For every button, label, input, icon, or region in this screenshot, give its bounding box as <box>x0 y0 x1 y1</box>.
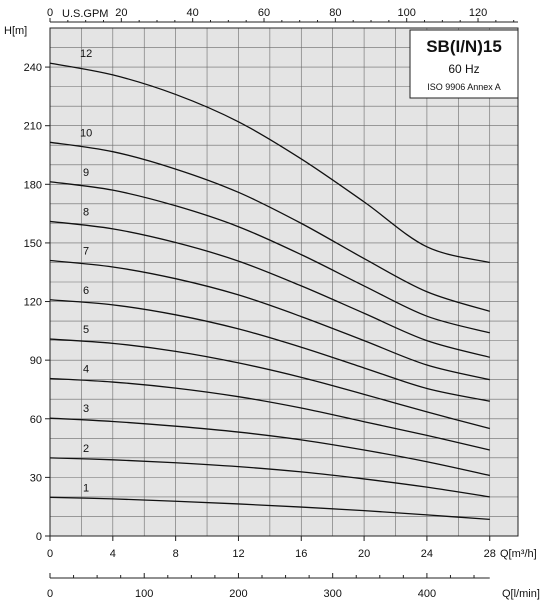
x-tick-label: 20 <box>358 548 370 560</box>
curves <box>49 62 490 521</box>
x-tick-label: 12 <box>232 548 244 560</box>
curve-stages-10 <box>49 141 490 312</box>
x-tick-label: 16 <box>295 548 307 560</box>
legend-standard: ISO 9906 Annex A <box>427 82 501 92</box>
y-tick-label: 240 <box>24 62 42 74</box>
curve-stages-9 <box>49 181 490 334</box>
y-tick-label: 180 <box>24 179 42 191</box>
curve-label-2: 2 <box>83 443 89 455</box>
x-tick-label: 24 <box>421 548 433 560</box>
top-tick-label: 60 <box>258 7 270 19</box>
y-tick-label: 90 <box>30 355 42 367</box>
y-tick-label: 150 <box>24 238 42 250</box>
y-axis-unit: H[m] <box>4 25 27 37</box>
curve-label-4: 4 <box>83 364 89 376</box>
top-axis-unit: U.S.GPM <box>62 8 108 20</box>
curve-label-6: 6 <box>83 285 89 297</box>
top-tick-label: 80 <box>329 7 341 19</box>
curve-label-5: 5 <box>83 324 89 336</box>
curve-stages-5 <box>49 338 490 430</box>
y-tick-label: 210 <box>24 121 42 133</box>
curve-label-12: 12 <box>80 48 92 60</box>
top-tick-label: 100 <box>398 7 416 19</box>
curve-label-1: 1 <box>83 482 89 494</box>
curve-stages-2 <box>49 457 490 498</box>
curve-stages-6 <box>49 299 490 402</box>
x-tick-label: 8 <box>173 548 179 560</box>
lpm-axis-unit: Q[l/min] <box>502 588 540 600</box>
y-tick-label: 30 <box>30 472 42 484</box>
top-tick-label: 20 <box>115 7 127 19</box>
curve-stages-7 <box>49 259 490 381</box>
curve-stages-12 <box>49 62 490 264</box>
lpm-tick-label: 300 <box>323 588 341 600</box>
curve-stages-4 <box>49 377 490 451</box>
curve-label-3: 3 <box>83 403 89 415</box>
curve-label-9: 9 <box>83 167 89 179</box>
lpm-tick-label: 200 <box>229 588 247 600</box>
x-tick-label: 4 <box>110 548 116 560</box>
curve-stages-3 <box>49 417 490 477</box>
x-tick-label: 0 <box>47 548 53 560</box>
plot-frame <box>49 27 519 537</box>
lpm-tick-label: 100 <box>135 588 153 600</box>
curve-label-10: 10 <box>80 127 92 139</box>
curve-stages-1 <box>49 496 490 521</box>
lpm-tick-label: 0 <box>47 588 53 600</box>
x-tick-label: 28 <box>484 548 496 560</box>
top-tick-label: 0 <box>47 7 53 19</box>
top-tick-label: 40 <box>187 7 199 19</box>
bottom-axis-unit: Q[m³/h] <box>500 548 537 560</box>
y-tick-label: 60 <box>30 414 42 426</box>
curve-stages-8 <box>49 220 490 358</box>
lpm-tick-label: 400 <box>418 588 436 600</box>
top-tick-label: 120 <box>469 7 487 19</box>
y-tick-label: 0 <box>36 531 42 543</box>
legend-frequency: 60 Hz <box>448 62 479 76</box>
y-tick-label: 120 <box>24 297 42 309</box>
grid <box>49 28 518 537</box>
axes <box>45 18 519 579</box>
legend-box: SB(I/N)15 60 Hz ISO 9906 Annex A <box>409 29 519 99</box>
curve-label-7: 7 <box>83 246 89 258</box>
legend-title: SB(I/N)15 <box>426 37 502 56</box>
curve-label-8: 8 <box>83 206 89 218</box>
